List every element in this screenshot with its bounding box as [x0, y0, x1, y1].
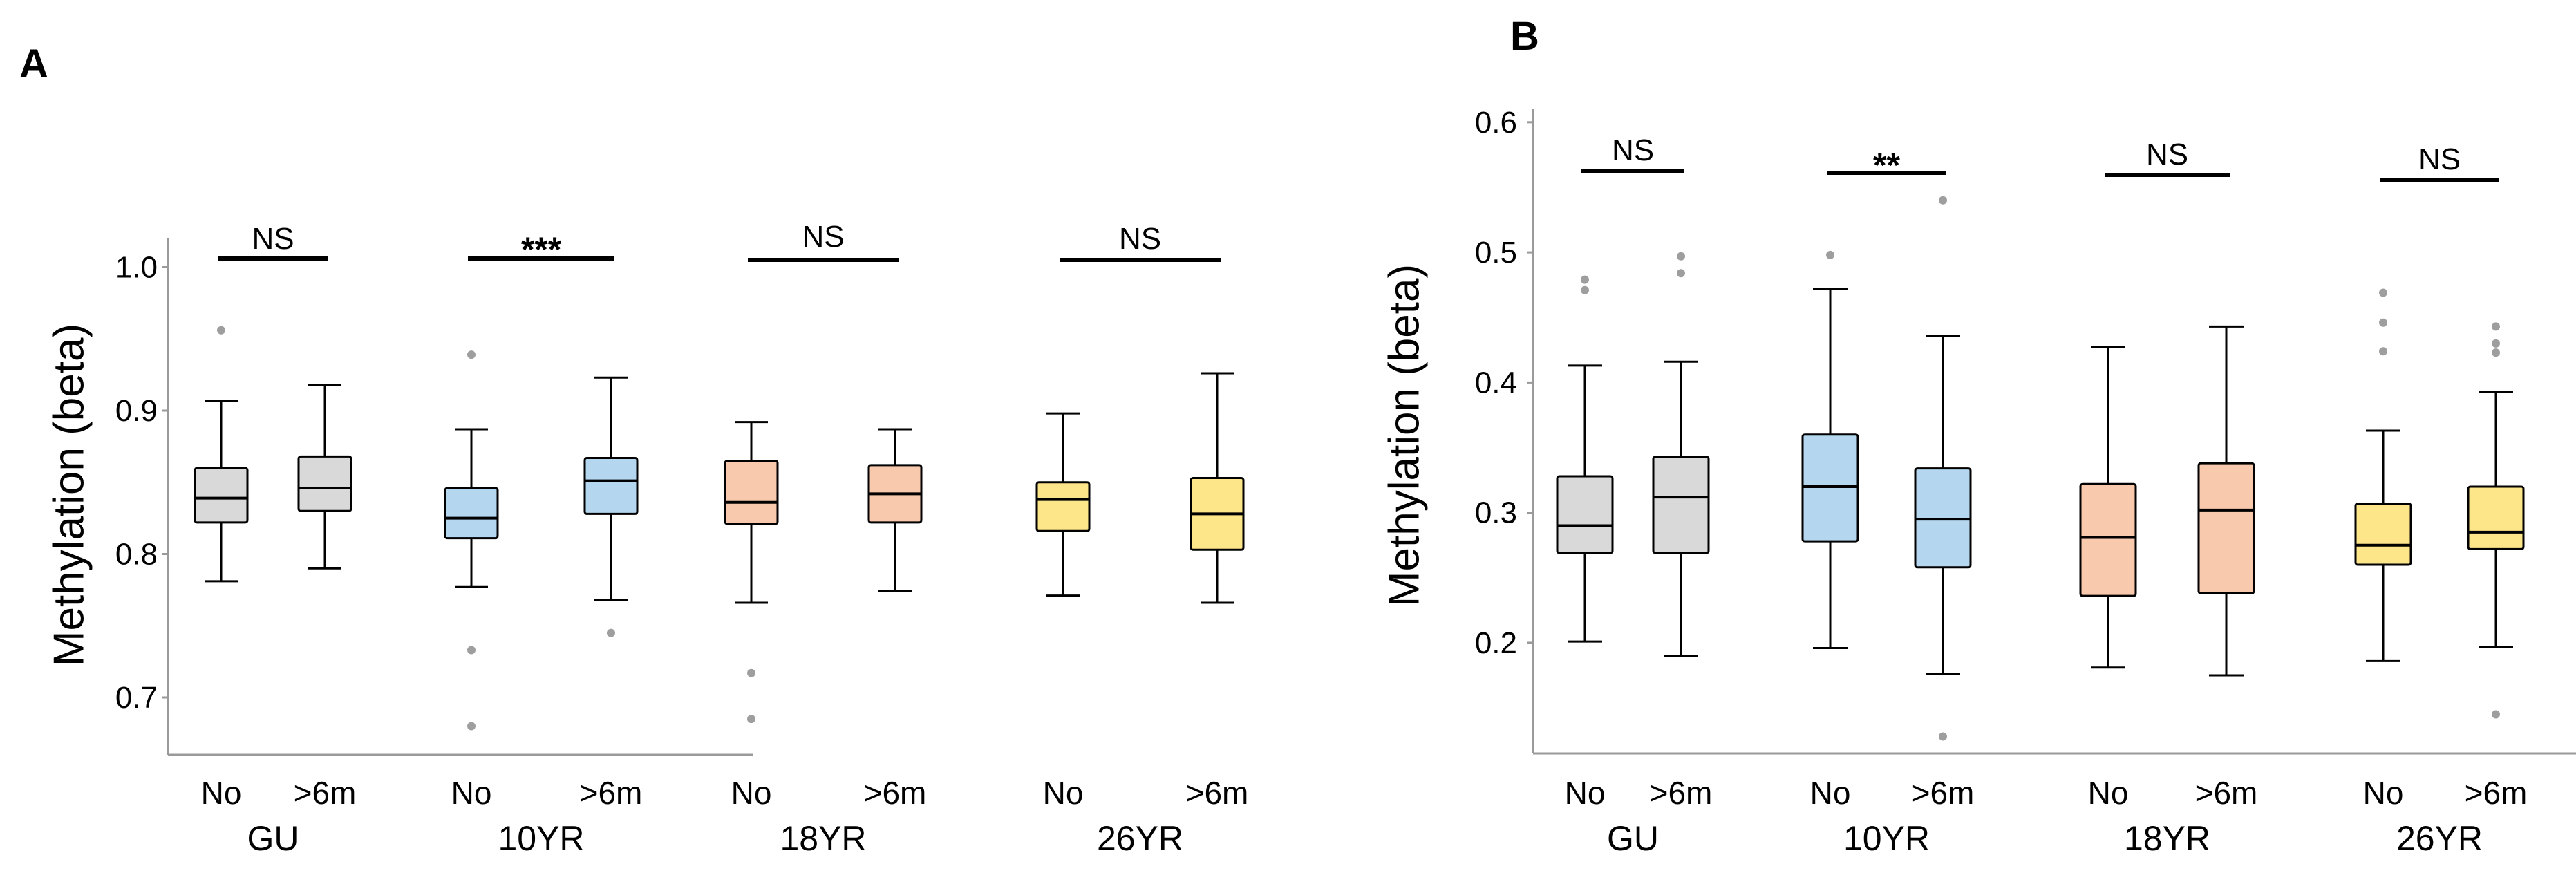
category-label: >6m	[2465, 775, 2528, 811]
category-label: No	[1565, 775, 1606, 811]
significance-label: ***	[521, 230, 562, 269]
y-tick-label: 0.2	[1475, 626, 1517, 660]
group-label: 18YR	[2124, 819, 2210, 858]
group-gu: No >6m GU NS	[1556, 133, 1713, 858]
outlier-point	[2492, 322, 2500, 331]
outlier-point	[2492, 339, 2500, 348]
outlier-point	[1581, 275, 1589, 284]
box	[724, 460, 779, 525]
outlier-point	[467, 350, 476, 359]
outlier-point	[2492, 710, 2500, 719]
box	[2079, 482, 2137, 597]
y-axis-title: Methylation (beta)	[1381, 264, 1429, 607]
group-10yr: No >6m 10YR **	[1801, 146, 1975, 858]
group-label: 26YR	[1097, 819, 1183, 858]
outlier-point	[1826, 250, 1834, 259]
group-label: GU	[1607, 819, 1659, 858]
significance-label: NS	[252, 222, 294, 256]
y-tick-label: 0.3	[1475, 496, 1517, 530]
outlier-point	[1677, 269, 1685, 278]
outlier-point	[1939, 196, 1947, 205]
y-tick-label: 0.9	[115, 394, 158, 428]
y-tick-label: 0.8	[115, 538, 158, 572]
box	[1035, 481, 1091, 532]
y-tick-label: 0.4	[1475, 366, 1517, 400]
box	[297, 455, 352, 512]
group-18yr: No >6m 18YR NS	[2079, 138, 2258, 858]
group-label: GU	[247, 819, 299, 858]
significance-label: NS	[802, 220, 844, 254]
y-tick-label: 0.5	[1475, 236, 1517, 270]
box	[1556, 475, 1614, 554]
y-tick-label: 0.6	[1475, 106, 1517, 140]
category-label: >6m	[1186, 775, 1249, 811]
outlier-point	[1939, 732, 1947, 741]
outlier-point	[607, 628, 615, 637]
box	[2467, 485, 2525, 550]
group-label: 18YR	[780, 819, 866, 858]
group-10yr: No >6m 10YR ***	[444, 230, 643, 858]
significance-label: NS	[1612, 133, 1654, 167]
significance-label: NS	[2418, 142, 2461, 176]
box	[2197, 462, 2255, 594]
category-label: >6m	[1912, 775, 1975, 811]
outlier-point	[467, 722, 476, 731]
category-label: >6m	[580, 775, 643, 811]
group-26yr: No >6m 26YR NS	[2354, 142, 2528, 858]
category-label: No	[1810, 775, 1851, 811]
category-label: >6m	[864, 775, 927, 811]
y-tick-label: 1.0	[115, 251, 158, 285]
outlier-point	[2379, 318, 2387, 327]
y-tick-label: 0.7	[115, 681, 158, 715]
category-label: No	[451, 775, 492, 811]
outlier-point	[747, 715, 755, 724]
significance-label: NS	[1119, 222, 1161, 256]
group-label: 26YR	[2396, 819, 2483, 858]
category-label: No	[1043, 775, 1084, 811]
group-label: 10YR	[498, 819, 584, 858]
category-label: >6m	[294, 775, 357, 811]
box	[194, 467, 249, 524]
group-label: 10YR	[1843, 819, 1930, 858]
outlier-point	[1581, 285, 1589, 294]
panel-b-label: B	[1510, 14, 1539, 59]
box	[1652, 456, 1710, 554]
significance-label: NS	[2146, 138, 2188, 171]
outlier-point	[1677, 252, 1685, 261]
box	[583, 456, 639, 515]
box	[2354, 502, 2412, 566]
outlier-point	[2379, 347, 2387, 356]
category-label: No	[2363, 775, 2404, 811]
outlier-point	[2379, 288, 2387, 297]
box	[444, 487, 499, 540]
category-label: >6m	[1650, 775, 1713, 811]
category-label: No	[731, 775, 772, 811]
y-axis-title: Methylation (beta)	[46, 323, 93, 666]
category-label: >6m	[2195, 775, 2258, 811]
category-label: No	[2088, 775, 2129, 811]
outlier-point	[2492, 348, 2500, 357]
panel-a-label: A	[19, 41, 48, 86]
category-label: No	[201, 775, 242, 811]
significance-label: **	[1873, 146, 1900, 185]
group-gu: No >6m GU NS	[194, 222, 357, 858]
panel-b: B 0.2 0.3 0.4 0.5 0.6 Methylation (beta) No >6m…	[1381, 14, 2576, 858]
outlier-point	[467, 646, 476, 655]
group-18yr: No >6m 18YR NS	[724, 220, 927, 858]
outlier-point	[217, 326, 225, 335]
outlier-point	[747, 668, 755, 677]
